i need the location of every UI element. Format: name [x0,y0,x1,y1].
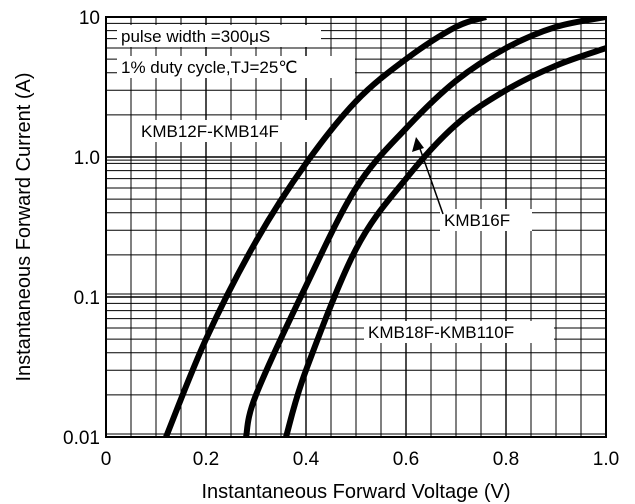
arrow-kmb16f [417,142,444,215]
annotation-duty-cycle: 1% duty cycle,TJ=25℃ [121,58,297,77]
y-axis-title: Instantaneous Forward Current (A) [13,72,35,381]
series-label-kmb12f: KMB12F-KMB14F [141,122,279,141]
x-tick-label: 0.2 [193,449,219,470]
tick-label-group: 0 0.2 0.4 0.6 0.8 1.0 0.01 0.1 1.0 10 [63,8,619,470]
y-tick-label: 1.0 [74,148,100,169]
series-label-kmb16f: KMB16F [444,211,510,230]
x-axis-title: Instantaneous Forward Voltage (V) [201,481,510,503]
series-line [283,45,606,437]
series-label-kmb16f-background [440,209,532,231]
annotation-duty-cycle-background [117,56,355,78]
annotation-pulse-width: pulse width =300μS [121,27,270,46]
x-tick-label: 0.4 [293,449,320,470]
series-line [243,17,606,437]
annotation-pulse-width-background [117,25,321,47]
series-label-kmb12f-background [137,120,313,142]
grid [106,17,606,437]
x-tick-label: 0 [101,449,112,470]
y-tick-label: 10 [79,8,100,29]
series-line [163,17,487,437]
x-tick-label: 0.8 [493,449,519,470]
series-label-kmb18f-background [364,321,554,343]
series-group [163,17,606,437]
y-tick-label: 0.01 [63,428,100,449]
y-tick-label: 0.1 [74,288,100,309]
arrow-head-kmb16f [412,137,424,152]
x-tick-label: 1.0 [593,449,619,470]
x-tick-label: 0.6 [393,449,419,470]
plot-frame [105,16,607,438]
label-group: pulse width =300μS 1% duty cycle,TJ=25℃ KM… [117,25,554,343]
series-label-kmb18f: KMB18F-KMB110F [368,323,514,342]
